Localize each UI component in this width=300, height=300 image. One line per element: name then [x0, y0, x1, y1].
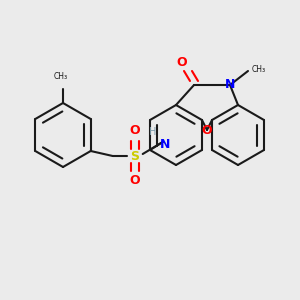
Text: O: O — [177, 56, 187, 70]
Text: S: S — [130, 149, 139, 163]
Text: CH₃: CH₃ — [54, 72, 68, 81]
Text: O: O — [129, 175, 140, 188]
Text: N: N — [160, 137, 170, 151]
Text: H: H — [149, 127, 156, 137]
Text: CH₃: CH₃ — [252, 64, 266, 74]
Text: N: N — [225, 79, 235, 92]
Text: O: O — [202, 124, 212, 136]
Text: O: O — [129, 124, 140, 137]
